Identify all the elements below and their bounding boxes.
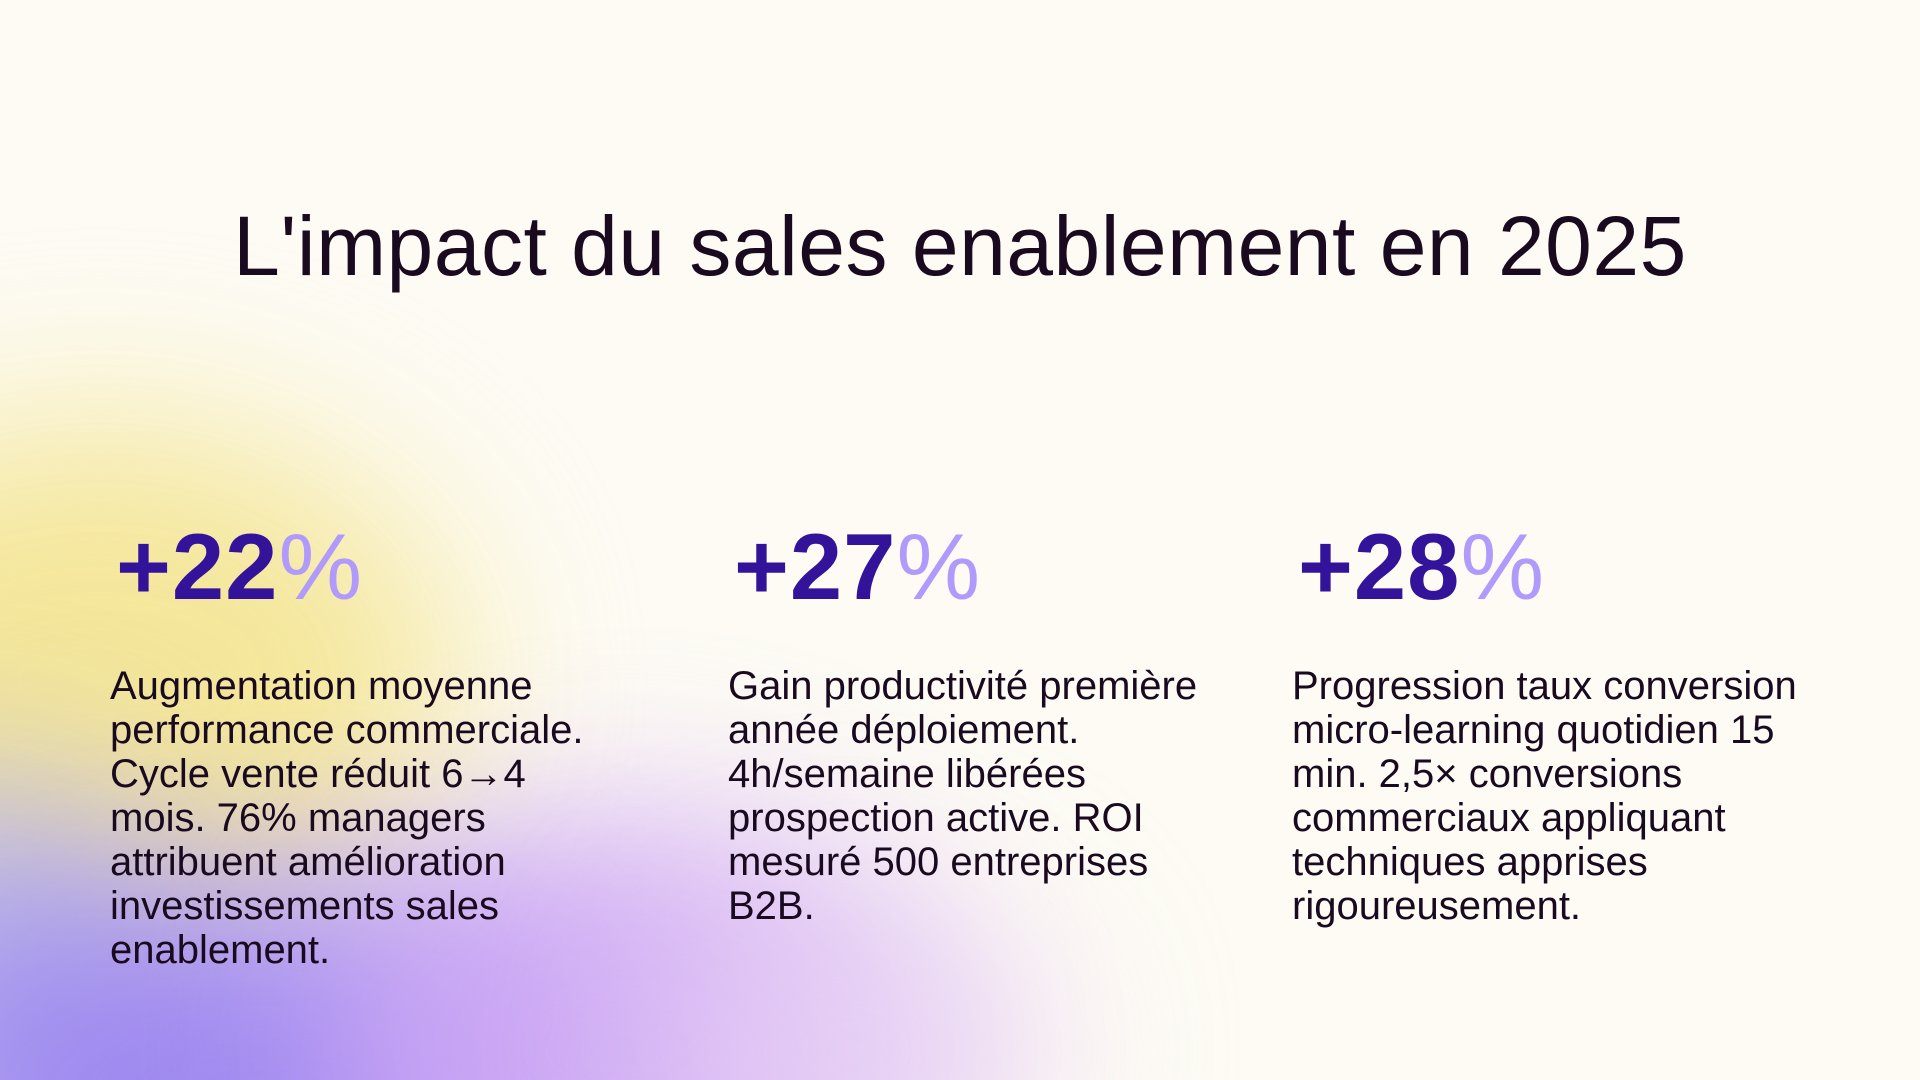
stat-number: +28 — [1298, 514, 1461, 619]
stat-value: +28% — [1298, 520, 1832, 620]
stat-description: Gain productivité première année déploie… — [728, 664, 1198, 928]
stat-unit-percent: % — [1460, 514, 1546, 619]
stat-card-conversion: +28% Progression taux conversion micro-l… — [1292, 520, 1832, 929]
stat-card-performance: +22% Augmentation moyenne performance co… — [110, 520, 630, 973]
stat-unit-percent: % — [278, 514, 364, 619]
stat-description: Augmentation moyenne performance commerc… — [110, 664, 584, 972]
stat-number: +27 — [734, 514, 897, 619]
stat-value: +22% — [116, 520, 630, 620]
stat-value: +27% — [734, 520, 1218, 620]
stat-card-productivity: +27% Gain productivité première année dé… — [728, 520, 1218, 929]
stat-number: +22 — [116, 514, 279, 619]
stat-unit-percent: % — [896, 514, 982, 619]
stat-description: Progression taux conversion micro-learni… — [1292, 664, 1797, 928]
slide-title: L'impact du sales enablement en 2025 — [233, 199, 1687, 293]
